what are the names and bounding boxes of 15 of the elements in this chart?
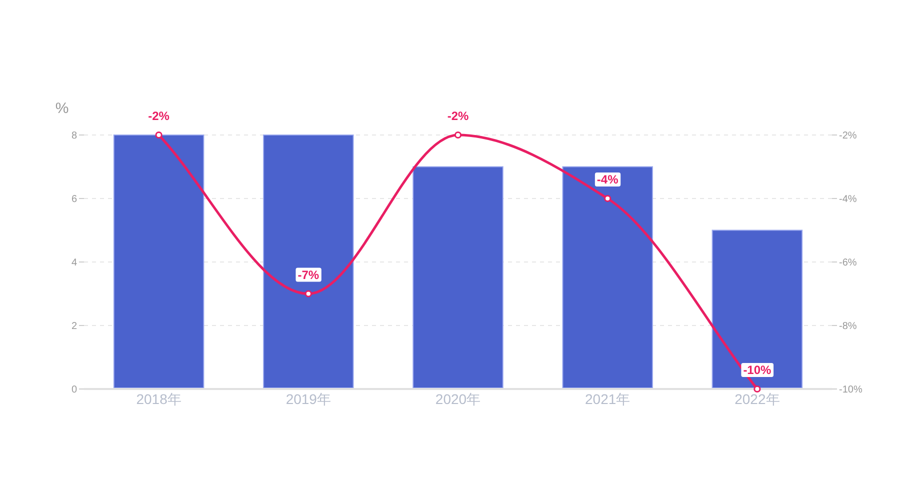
data-label: -2%: [447, 109, 469, 123]
y2-tick-label: -4%: [839, 194, 857, 205]
y2-tick-label: -8%: [839, 321, 857, 332]
y2-tick-label: -2%: [839, 130, 857, 142]
x-tick-label: 2022年: [734, 391, 780, 407]
x-tick-label: 2021年: [585, 391, 630, 407]
y2-tick-label: -10%: [839, 384, 862, 396]
x-tick-label: 2018年: [136, 391, 182, 407]
data-label: -7%: [298, 268, 320, 282]
data-label: -2%: [148, 109, 170, 123]
data-label: -4%: [596, 172, 619, 186]
x-tick-label: 2019年: [286, 391, 331, 407]
data-label: -10%: [743, 363, 772, 377]
y2-tick-label: -6%: [839, 258, 857, 268]
x-tick-label: 2020年: [435, 391, 481, 407]
